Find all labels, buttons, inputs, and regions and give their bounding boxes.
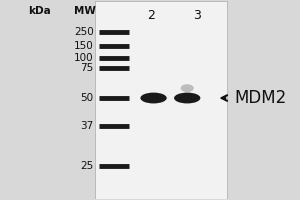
Text: 37: 37 [80,121,94,131]
Text: 2: 2 [147,9,154,22]
Ellipse shape [174,93,200,103]
Ellipse shape [140,93,167,103]
Text: 75: 75 [80,63,94,73]
Text: 25: 25 [80,161,94,171]
Bar [95,1,227,199]
Text: 100: 100 [74,53,94,63]
Text: kDa: kDa [28,6,51,16]
Text: 250: 250 [74,27,94,37]
Text: 150: 150 [74,41,94,51]
Text: 3: 3 [194,9,201,22]
Text: MW: MW [74,6,96,16]
Text: 50: 50 [80,93,94,103]
Text: MDM2: MDM2 [234,89,286,107]
Ellipse shape [181,84,194,92]
